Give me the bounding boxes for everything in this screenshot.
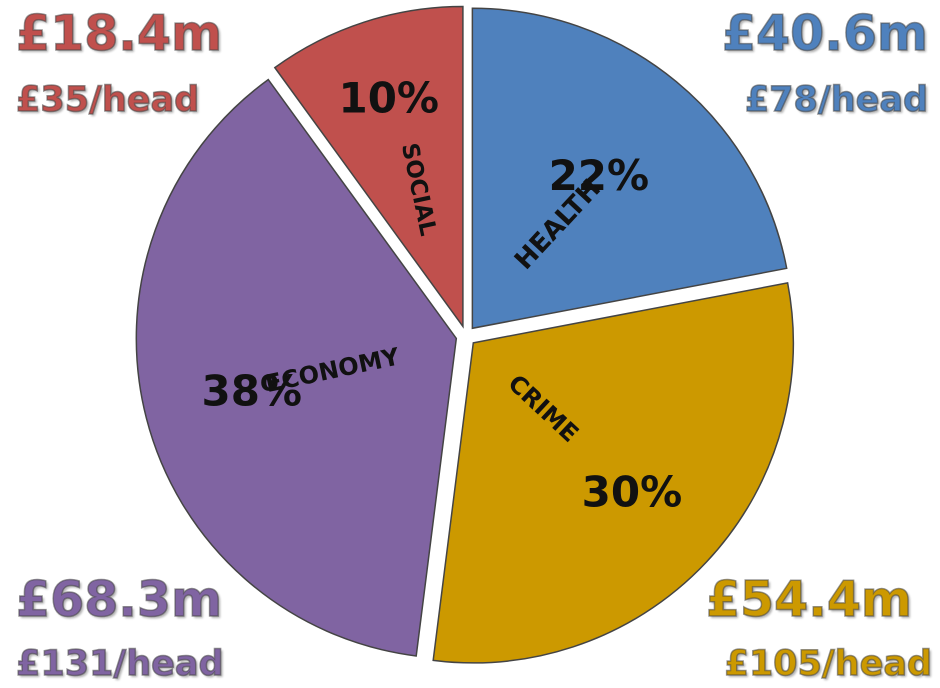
social-per-head: £35/head: [15, 79, 200, 121]
social-slice: [273, 5, 464, 329]
crime-amount: £54.4m: [705, 571, 913, 629]
crime-slice: [432, 282, 795, 664]
health-amount: £40.6m: [721, 5, 929, 63]
health-per-head: £78/head: [744, 79, 929, 121]
crime-per-head: £105/head: [724, 643, 933, 685]
social-percent-label: 10%: [338, 74, 439, 123]
economy-amount: £68.3m: [15, 571, 223, 629]
economy-percent-label: 38%: [201, 367, 302, 416]
social-amount: £18.4m: [15, 5, 223, 63]
health-percent-label: 22%: [549, 151, 650, 200]
crime-percent-label: 30%: [582, 467, 683, 516]
health-slice: [471, 7, 788, 330]
economy-per-head: £131/head: [15, 643, 224, 685]
economy-slice: [135, 78, 458, 657]
